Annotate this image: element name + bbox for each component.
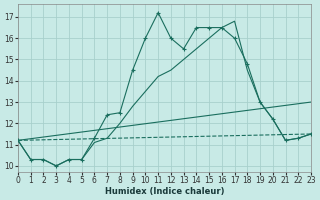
X-axis label: Humidex (Indice chaleur): Humidex (Indice chaleur) — [105, 187, 224, 196]
